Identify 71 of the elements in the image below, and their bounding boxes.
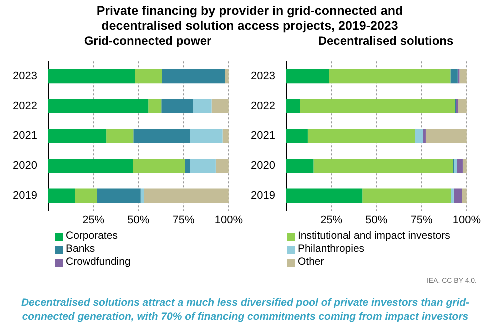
y-tick-label: 2022	[250, 100, 276, 112]
bar	[75, 188, 98, 203]
legend-label: Crowdfunding	[66, 256, 131, 269]
y-tick-label: 2023	[12, 70, 38, 83]
y-tick-label: 2019	[250, 190, 276, 202]
x-tick-label: 100%	[214, 214, 244, 226]
bar	[48, 69, 136, 84]
y-tick-label: 2019	[12, 190, 38, 202]
bar	[134, 129, 190, 144]
bar	[286, 158, 314, 174]
bar	[426, 129, 467, 144]
bar	[48, 188, 75, 203]
chart-title: Private financing by provider in grid-connected and decentralised solution access projects, 2019-2023	[96, 4, 404, 34]
legend-label: Institutional and impact investors	[298, 230, 450, 243]
bar	[286, 99, 300, 114]
x-tick-label: 50%	[366, 214, 388, 226]
bar	[458, 99, 467, 114]
bar	[362, 188, 452, 203]
bar	[329, 69, 451, 84]
bar	[48, 99, 149, 114]
bar	[148, 99, 162, 114]
text: Decentralised solutions attract a much less diversified pool of private investors than grid-connected generation, with 70% of financing commitments coming from impact investors	[20, 296, 471, 324]
bar	[454, 188, 462, 203]
y-tick-label: 2022	[12, 100, 38, 112]
bar	[457, 158, 463, 174]
bar	[135, 69, 162, 84]
bar	[162, 99, 194, 114]
bar	[222, 129, 229, 144]
legend-label: Other	[298, 256, 324, 269]
bar	[190, 129, 223, 144]
bar	[286, 69, 330, 84]
x-tick-label: 25%	[320, 214, 343, 226]
x-tick-label: 100%	[452, 214, 482, 226]
bar	[416, 129, 424, 144]
bar	[162, 69, 226, 84]
y-tick-label: 2020	[250, 160, 276, 172]
y-tick-label: 2023	[250, 70, 276, 83]
bar	[185, 158, 190, 174]
y-tick-label: 2020	[12, 160, 38, 172]
bar	[48, 129, 107, 144]
x-tick-label: 50%	[128, 214, 150, 226]
bar	[190, 158, 216, 174]
y-tick-label: 2021	[250, 130, 276, 142]
bar	[460, 69, 467, 84]
y-tick-label: 2021	[12, 130, 38, 142]
bar	[300, 99, 456, 114]
x-tick-label: 75%	[172, 214, 196, 226]
bar	[286, 188, 363, 203]
x-tick-label: 75%	[410, 214, 434, 226]
bar	[97, 188, 141, 203]
bar	[48, 158, 134, 174]
bar	[212, 99, 229, 114]
bar	[133, 158, 186, 174]
bar	[106, 129, 134, 144]
legend-label: Corporates	[66, 230, 118, 243]
chart-subtitle: Grid-connected power	[83, 34, 213, 50]
bar	[462, 188, 467, 203]
legend-label: Philanthropies	[298, 243, 365, 256]
bar	[451, 188, 454, 203]
bar	[144, 188, 229, 203]
bar	[193, 99, 212, 114]
chart-subtitle: Decentralised solutions	[317, 34, 455, 50]
bar	[216, 158, 229, 174]
bar	[308, 129, 416, 144]
bar	[450, 69, 458, 84]
bar	[140, 188, 144, 203]
legend-label: Banks	[66, 243, 96, 256]
bar	[423, 129, 426, 144]
x-tick-label: 25%	[82, 214, 105, 226]
bar	[286, 129, 308, 144]
bar	[314, 158, 454, 174]
